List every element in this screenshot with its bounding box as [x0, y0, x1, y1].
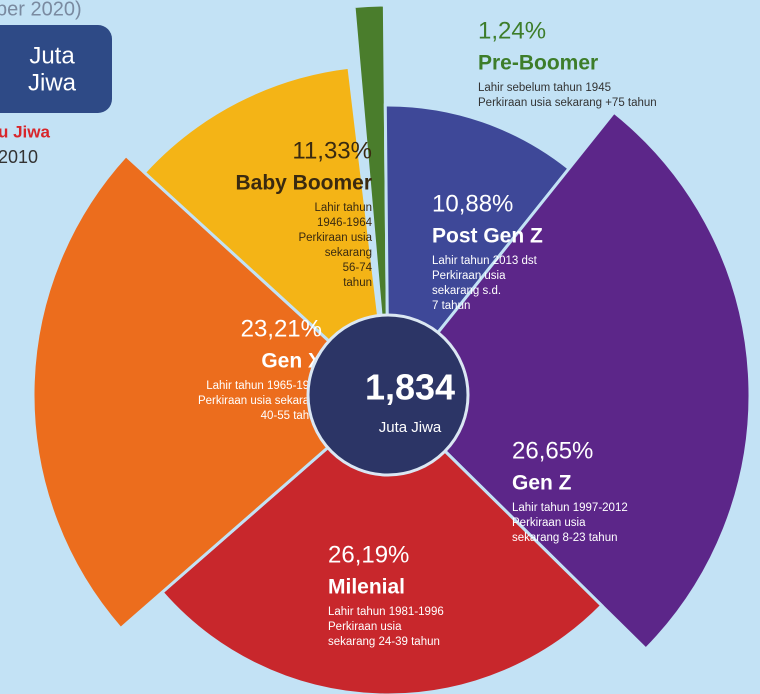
center-unit: Juta Jiwa [379, 419, 442, 436]
center-circle [306, 313, 470, 477]
pie-slice [31, 153, 391, 631]
slice-description: Lahir sebelum tahun 1945 [478, 82, 611, 94]
slice-percent: 26,65% [512, 437, 593, 464]
pie-slice [383, 103, 572, 400]
unit-box-line: Juta [29, 42, 75, 69]
slice-description: Perkiraan usia sekarang +75 tahun [478, 97, 657, 109]
slice-name: Pre-Boomer [478, 52, 598, 75]
note-year: 2010 [0, 147, 38, 167]
slice-description: sekarang 24-39 tahun [328, 636, 440, 648]
pie-slice [159, 392, 604, 694]
slice-percent: 26,19% [328, 541, 409, 568]
slice-description: Perkiraan usia [432, 270, 506, 282]
slice-description: 1946-1964 [317, 217, 373, 229]
slice-description: sekarang s.d. [432, 285, 501, 297]
slice-description: Lahir tahun [314, 202, 372, 214]
slice-name: Baby Boomer [235, 172, 372, 195]
slice-description: tahun [343, 277, 372, 289]
slice-description: Perkiraan usia [298, 232, 372, 244]
pie-slice [352, 3, 390, 396]
slice-percent: 1,24% [478, 17, 546, 44]
slice-description: Perkiraan usia [328, 621, 402, 633]
slice-description: sekarang 8-23 tahun [512, 532, 618, 544]
labels: 1,24% Pre-Boomer Lahir sebelum tahun 1945 P… [198, 17, 657, 648]
note-fragment: u Jiwa [0, 122, 51, 141]
slice-description: sekarang [325, 247, 372, 259]
pie-slice [385, 110, 752, 652]
slice-percent: 11,33% [292, 137, 372, 164]
unit-box [0, 25, 112, 113]
center-value: 1,834 [365, 367, 455, 408]
unit-box-line: Jiwa [28, 69, 77, 96]
slice-description: 40-55 tahun [261, 410, 322, 422]
date-fragment: ber 2020) [0, 0, 82, 20]
pie [31, 3, 752, 694]
slice-name: Milenial [328, 576, 405, 599]
slice-description: Lahir tahun 1965-1980 [206, 380, 322, 392]
slice-percent: 10,88% [432, 190, 513, 217]
slice-description: Lahir tahun 1981-1996 [328, 606, 444, 618]
slice-name: Gen X [261, 350, 322, 373]
slice-description: Lahir tahun 1997-2012 [512, 502, 628, 514]
slice-name: Gen Z [512, 472, 572, 495]
slice-description: 56-74 [343, 262, 373, 274]
slice-percent: 23,21% [241, 315, 322, 342]
pie-slice [142, 65, 390, 399]
slice-description: Perkiraan usia [512, 517, 586, 529]
slice-description: 7 tahun [432, 300, 470, 312]
slice-description: Perkiraan usia sekarang [198, 395, 322, 407]
slice-name: Post Gen Z [432, 225, 543, 248]
slice-description: Lahir tahun 2013 dst [432, 255, 538, 267]
